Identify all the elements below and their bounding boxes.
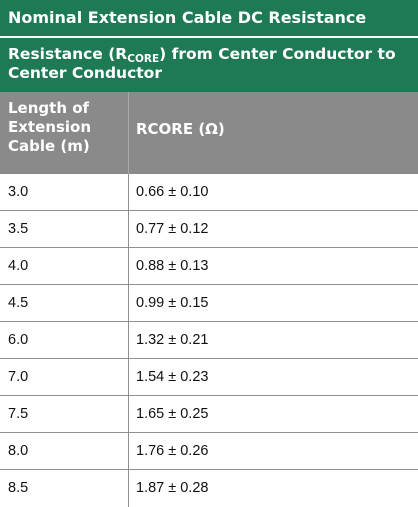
table-row: 7.5 1.65 ± 0.25 [0,396,418,433]
cell-length: 6.0 [0,322,129,358]
table-row: 6.0 1.32 ± 0.21 [0,322,418,359]
cell-rcore: 1.32 ± 0.21 [136,332,209,348]
cell-length: 8.0 [0,433,129,469]
table-row: 3.0 0.66 ± 0.10 [0,174,418,211]
cell-length: 4.5 [0,285,129,321]
cell-rcore: 1.54 ± 0.23 [136,369,209,385]
header-length-line-1: Length of [8,99,90,117]
header-length: Length of Extension Cable (m) [0,92,129,174]
cell-length: 4.0 [0,248,129,284]
table-header-row: Length of Extension Cable (m) RCORE (Ω) [0,92,418,174]
cell-rcore: 0.77 ± 0.12 [136,221,209,237]
subtitle-subscript: CORE [127,53,160,65]
header-length-line-2: Extension [8,118,91,136]
table-row: 4.0 0.88 ± 0.13 [0,248,418,285]
cell-length: 7.5 [0,396,129,432]
cell-length: 8.5 [0,470,129,507]
cell-length: 7.0 [0,359,129,395]
table-body: 3.0 0.66 ± 0.10 3.5 0.77 ± 0.12 4.0 0.88… [0,174,418,507]
cell-length: 3.0 [0,174,129,210]
header-rcore: RCORE (Ω) [129,92,418,174]
title-divider [0,36,418,38]
cell-rcore: 1.76 ± 0.26 [136,443,209,459]
cell-rcore: 0.66 ± 0.10 [136,184,209,200]
cell-rcore: 1.65 ± 0.25 [136,406,209,422]
table-row: 8.0 1.76 ± 0.26 [0,433,418,470]
subtitle-prefix: Resistance (R [8,45,128,63]
cell-rcore: 0.88 ± 0.13 [136,258,209,274]
header-length-line-3: Cable (m) [8,137,90,155]
cell-rcore: 1.87 ± 0.28 [136,480,209,496]
table-row: 3.5 0.77 ± 0.12 [0,211,418,248]
cell-length: 3.5 [0,211,129,247]
table-title: Nominal Extension Cable DC Resistance [0,0,418,36]
table-row: 7.0 1.54 ± 0.23 [0,359,418,396]
table-row: 4.5 0.99 ± 0.15 [0,285,418,322]
table-subtitle: Resistance (RCORE) from Center Conductor… [0,38,418,92]
subtitle-suffix: ) from Center Conductor to Center Conduc… [8,45,396,82]
table-row: 8.5 1.87 ± 0.28 [0,470,418,507]
cell-rcore: 0.99 ± 0.15 [136,295,209,311]
